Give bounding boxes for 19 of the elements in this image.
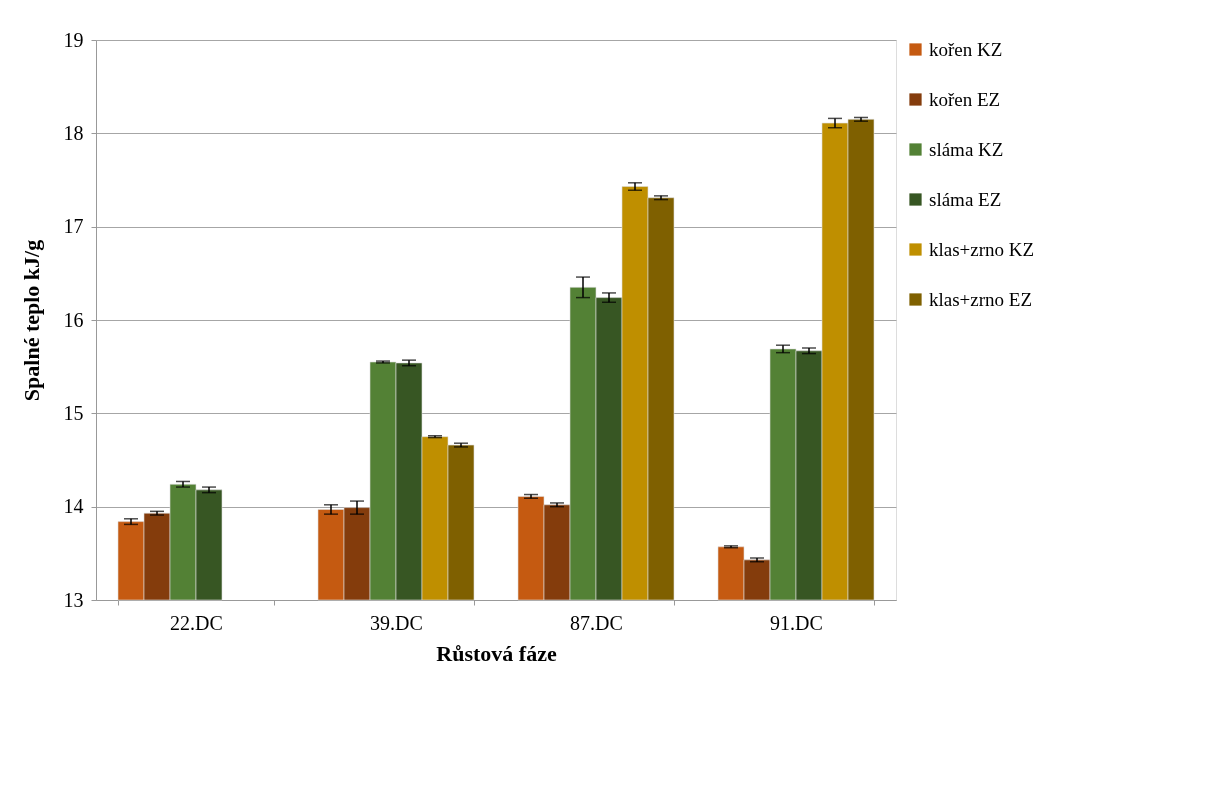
- legend-label: sláma KZ: [929, 138, 1004, 160]
- x-axis-title: Růstová fáze: [436, 640, 557, 666]
- y-tick-label: 15: [63, 401, 84, 424]
- x-tick-label: 22.DC: [170, 611, 223, 634]
- y-axis-title: Spalné teplo kJ/g: [18, 239, 44, 402]
- legend-label: sláma EZ: [929, 188, 1002, 210]
- legend-label: klas+zrno EZ: [929, 288, 1033, 310]
- legend-label: klas+zrno KZ: [929, 238, 1035, 260]
- y-tick-label: 13: [63, 588, 84, 611]
- x-tick-label: 39.DC: [370, 611, 423, 634]
- y-tick-label: 17: [63, 215, 84, 238]
- y-tick-label: 16: [63, 308, 84, 331]
- x-tick-label: 91.DC: [770, 611, 823, 634]
- y-tick-label: 14: [63, 495, 84, 518]
- y-tick-label: 18: [63, 121, 84, 144]
- y-tick-label: 19: [63, 28, 84, 51]
- legend-label: kořen KZ: [929, 38, 1003, 60]
- x-tick-label: 87.DC: [570, 611, 623, 634]
- legend-label: kořen EZ: [929, 88, 1001, 110]
